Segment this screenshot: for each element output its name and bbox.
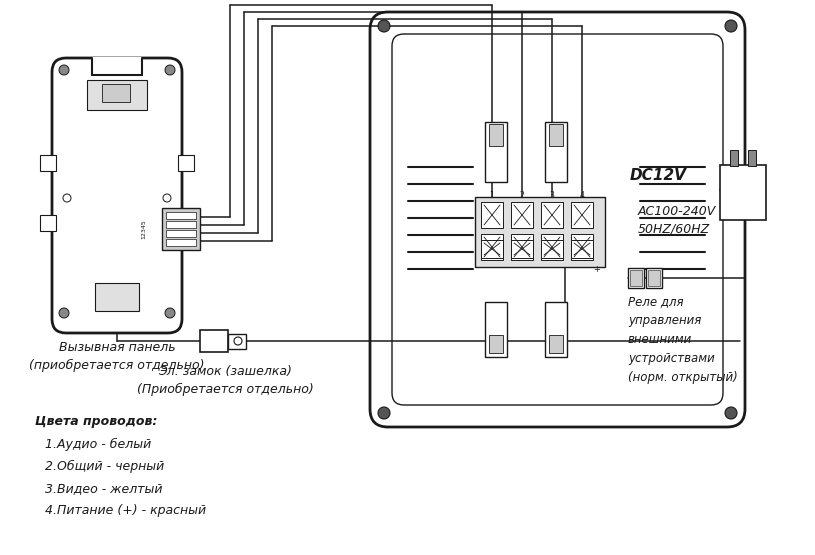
Bar	[541, 234, 563, 260]
Text: 3: 3	[549, 191, 554, 200]
Circle shape	[165, 65, 175, 75]
Bar	[541, 202, 563, 228]
Bar	[481, 202, 503, 228]
Circle shape	[59, 308, 69, 318]
Bar	[178, 155, 194, 171]
Circle shape	[725, 20, 737, 32]
FancyBboxPatch shape	[392, 34, 723, 405]
Bar	[166, 221, 196, 228]
Bar	[489, 335, 503, 353]
Text: Эл. замок (зашелка)
(Приобретается отдельно): Эл. замок (зашелка) (Приобретается отдел…	[137, 365, 314, 396]
Text: DC12V: DC12V	[630, 168, 687, 183]
Text: 2.Общий - черный: 2.Общий - черный	[45, 460, 165, 473]
Bar	[178, 215, 194, 231]
Bar	[628, 268, 644, 288]
Bar	[545, 122, 567, 182]
Bar	[511, 234, 533, 260]
Bar	[549, 335, 563, 353]
Bar	[485, 302, 507, 357]
Bar	[166, 230, 196, 237]
Bar	[481, 234, 503, 260]
Bar	[571, 234, 593, 260]
Text: Реле для
управления
внешними
устройствами
(норм. открытый): Реле для управления внешними устройствам…	[628, 295, 738, 384]
Bar	[511, 202, 533, 228]
Bar	[646, 268, 662, 288]
Circle shape	[163, 194, 171, 202]
Bar	[630, 270, 642, 286]
Bar	[730, 150, 738, 166]
Circle shape	[378, 20, 390, 32]
Bar	[92, 57, 142, 75]
Circle shape	[165, 308, 175, 318]
Text: Вызывная панель
(приобретается отдельно): Вызывная панель (приобретается отдельно)	[29, 341, 205, 372]
Bar	[541, 240, 563, 258]
Bar	[545, 302, 567, 357]
Circle shape	[59, 65, 69, 75]
Bar	[511, 240, 533, 258]
Bar	[95, 283, 139, 311]
Bar	[481, 240, 503, 258]
Bar	[748, 150, 756, 166]
Bar	[166, 239, 196, 246]
Text: +: +	[593, 265, 601, 274]
FancyBboxPatch shape	[370, 12, 745, 427]
Text: 4.Питание (+) - красный: 4.Питание (+) - красный	[45, 504, 206, 517]
Bar	[40, 155, 56, 171]
Bar	[549, 124, 563, 146]
Bar	[162, 208, 200, 250]
Bar	[571, 202, 593, 228]
Bar	[720, 165, 766, 220]
Circle shape	[725, 407, 737, 419]
Text: 2: 2	[520, 191, 524, 200]
Text: Цвета проводов:: Цвета проводов:	[35, 415, 157, 428]
Bar	[102, 84, 130, 102]
Bar	[166, 212, 196, 219]
Circle shape	[63, 194, 71, 202]
Bar	[648, 270, 660, 286]
Text: 1.Аудио - белый: 1.Аудио - белый	[45, 438, 152, 451]
Bar	[87, 80, 147, 110]
Bar	[200, 330, 228, 352]
Text: AC100-240V
50HZ/60HZ: AC100-240V 50HZ/60HZ	[638, 205, 716, 235]
Bar	[475, 197, 605, 267]
Bar	[228, 334, 246, 349]
Bar	[485, 122, 507, 182]
Bar	[40, 215, 56, 231]
Text: 4: 4	[579, 191, 584, 200]
Bar	[571, 240, 593, 258]
Text: 12345: 12345	[142, 219, 147, 239]
Circle shape	[378, 407, 390, 419]
Circle shape	[234, 337, 242, 345]
FancyBboxPatch shape	[52, 58, 182, 333]
Text: 1: 1	[490, 191, 495, 200]
Text: 3.Видео - желтый: 3.Видео - желтый	[45, 482, 162, 495]
Bar	[489, 124, 503, 146]
